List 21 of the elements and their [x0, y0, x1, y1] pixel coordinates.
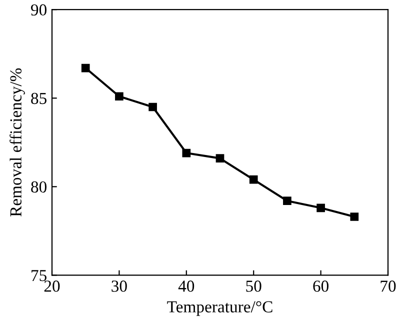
y-tick-label: 80 — [31, 181, 47, 193]
point — [283, 196, 292, 205]
x-axis-title: Temperature/°C — [167, 301, 272, 316]
x-tick-label: 70 — [380, 280, 396, 292]
point — [81, 64, 90, 72]
x-tick-label: 50 — [246, 280, 262, 292]
point — [216, 154, 224, 163]
point — [148, 102, 157, 112]
y-axis-title: Removal efficiency/% — [10, 68, 25, 217]
x-tick-label: 40 — [178, 280, 194, 292]
y-tick-label: 75 — [32, 270, 46, 282]
point — [249, 175, 258, 184]
point — [316, 204, 325, 212]
y-tick-label: 90 — [31, 4, 47, 16]
x-tick-label: 20 — [44, 280, 60, 292]
x-tick-label: 30 — [112, 280, 127, 292]
point — [182, 148, 191, 158]
x-tick-label: 60 — [313, 280, 328, 292]
point — [350, 212, 359, 221]
y-tick-label: 85 — [31, 92, 46, 104]
point — [115, 92, 124, 101]
